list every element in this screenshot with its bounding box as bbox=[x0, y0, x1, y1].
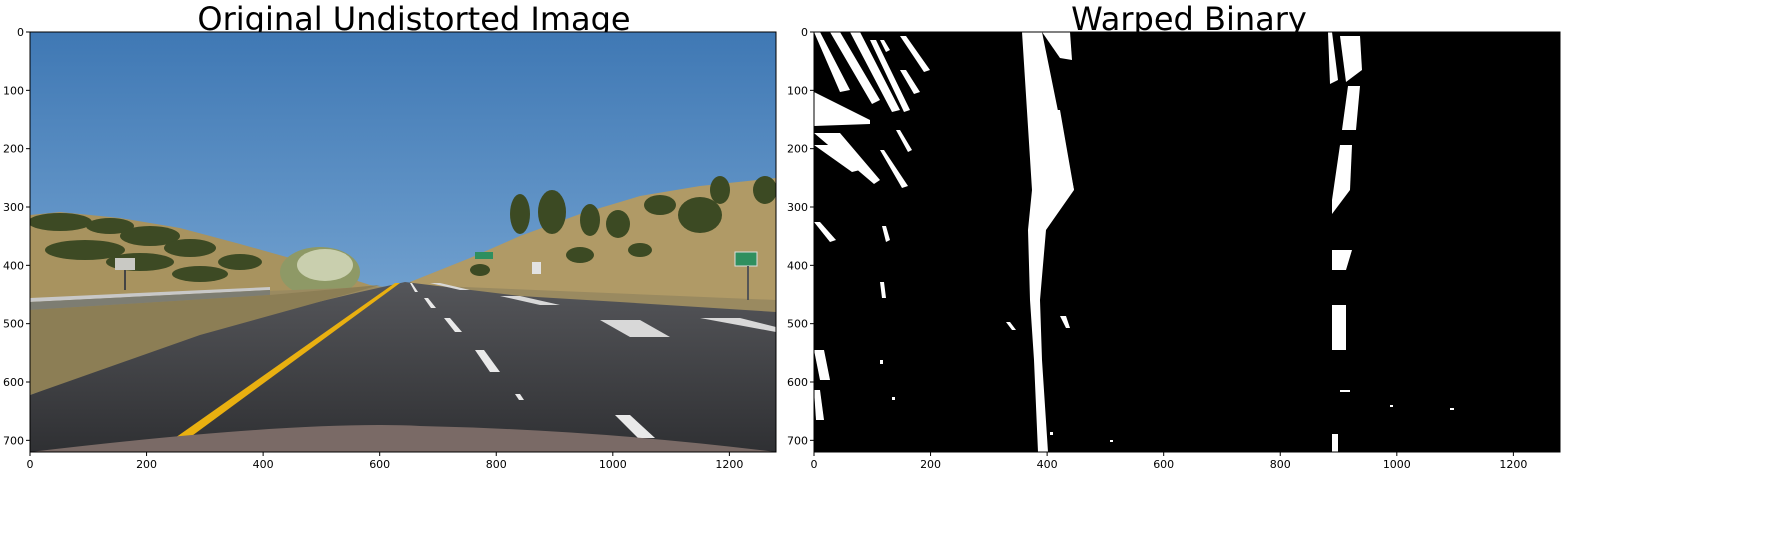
left-y-tick-label: 200 bbox=[3, 143, 24, 156]
right-y-tick-label: 0 bbox=[801, 26, 808, 39]
warped-binary-panel: 0 200 400 600 800 1000 1200 0 100 200 300 400 500 600… bbox=[787, 26, 1561, 471]
left-x-tick-label: 400 bbox=[253, 458, 274, 471]
left-x-tick-label: 800 bbox=[486, 458, 507, 471]
right-y-tick-label: 100 bbox=[787, 84, 808, 97]
right-x-tick-label: 1200 bbox=[1499, 458, 1527, 471]
left-y-tick-label: 600 bbox=[3, 376, 24, 389]
right-y-tick-label: 300 bbox=[787, 201, 808, 214]
right-x-tick-label: 400 bbox=[1037, 458, 1058, 471]
left-y-tick-label: 500 bbox=[3, 318, 24, 331]
left-y-tick-label: 0 bbox=[17, 26, 24, 39]
right-x-tick-label: 200 bbox=[920, 458, 941, 471]
right-y-tick-label: 500 bbox=[787, 318, 808, 331]
left-x-tick-label: 200 bbox=[136, 458, 157, 471]
original-image-panel: 0 200 400 600 800 1000 1200 0 100 200 300 400 500 600… bbox=[3, 26, 777, 471]
right-axis-ticks: 0 200 400 600 800 1000 1200 0 100 200 300 400 500 600… bbox=[787, 26, 1527, 471]
right-y-tick-label: 600 bbox=[787, 376, 808, 389]
right-y-tick-label: 700 bbox=[787, 434, 808, 447]
left-y-tick-label: 400 bbox=[3, 259, 24, 272]
right-y-tick-label: 400 bbox=[787, 259, 808, 272]
warped-binary-image bbox=[814, 32, 1560, 452]
left-y-tick-label: 100 bbox=[3, 84, 24, 97]
right-x-tick-label: 1000 bbox=[1383, 458, 1411, 471]
left-x-tick-label: 600 bbox=[369, 458, 390, 471]
right-x-tick-label: 800 bbox=[1270, 458, 1291, 471]
left-x-tick-label: 1200 bbox=[715, 458, 743, 471]
left-x-tick-label: 1000 bbox=[599, 458, 627, 471]
right-x-tick-label: 0 bbox=[811, 458, 818, 471]
right-axes-frame bbox=[813, 31, 1561, 453]
left-axis-ticks: 0 200 400 600 800 1000 1200 0 100 200 300 400 500 600… bbox=[3, 26, 743, 471]
left-y-tick-label: 300 bbox=[3, 201, 24, 214]
right-y-tick-label: 200 bbox=[787, 143, 808, 156]
left-y-tick-label: 700 bbox=[3, 434, 24, 447]
road-scene-photo bbox=[30, 32, 776, 452]
left-axes-frame bbox=[29, 31, 777, 453]
right-x-tick-label: 600 bbox=[1153, 458, 1174, 471]
left-x-tick-label: 0 bbox=[27, 458, 34, 471]
